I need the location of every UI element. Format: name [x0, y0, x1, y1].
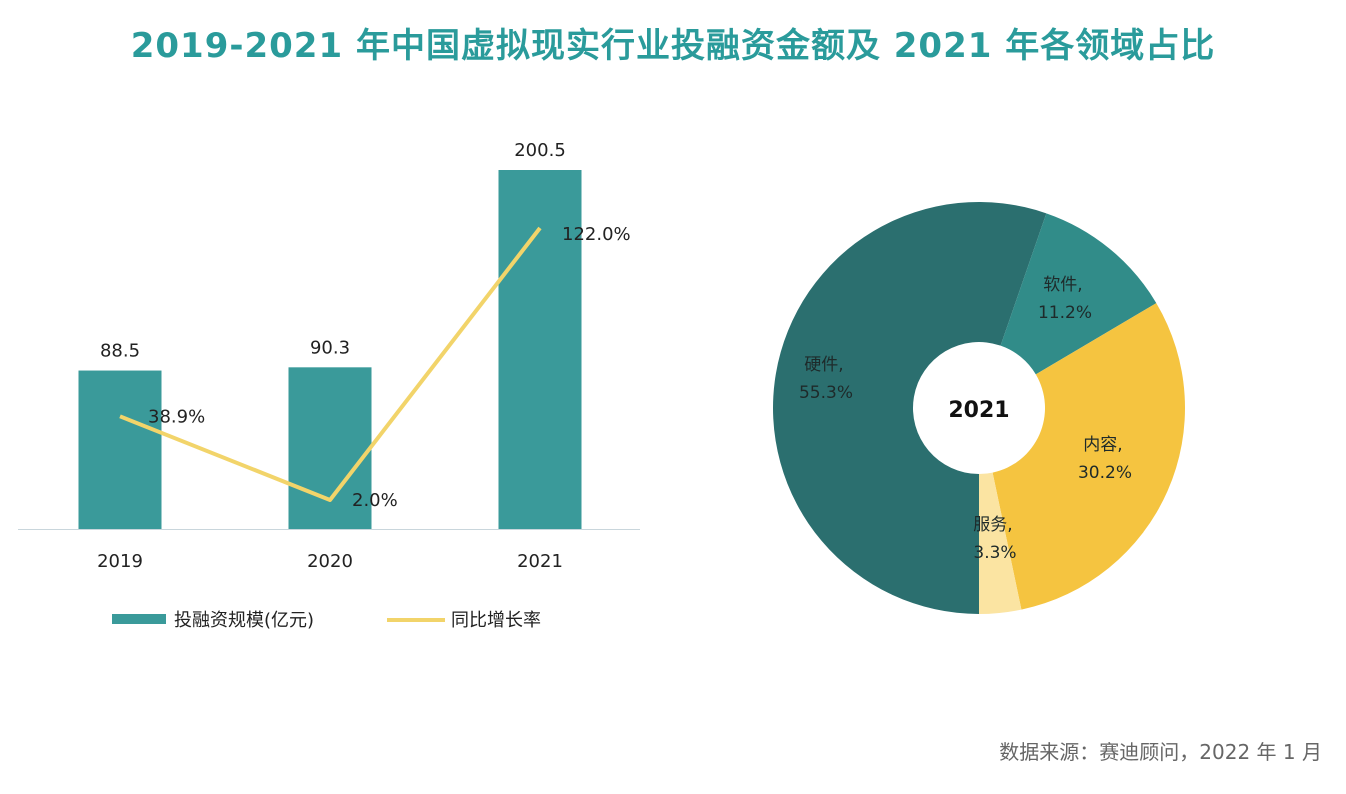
- chart-title: 2019-2021 年中国虚拟现实行业投融资金额及 2021 年各领域占比: [130, 26, 1216, 66]
- line-label-2020: 2.0%: [352, 490, 398, 511]
- slice-value-服务: 3.3%: [973, 543, 1016, 563]
- legend-bar-swatch: [112, 614, 166, 624]
- bar-2019: [78, 370, 162, 529]
- x-tick-2020: 2020: [307, 551, 353, 572]
- x-tick-2021: 2021: [517, 551, 563, 572]
- slice-硬件: [773, 201, 1047, 614]
- bar-label-2019: 88.5: [100, 341, 140, 362]
- line-label-2019: 38.9%: [148, 406, 205, 427]
- x-tick-2019: 2019: [97, 551, 143, 572]
- source-note: 数据来源：赛迪顾问，2022 年 1 月: [999, 740, 1322, 764]
- bar-label-2020: 90.3: [310, 337, 350, 358]
- line-label-2021: 122.0%: [562, 224, 631, 245]
- bar-label-2021: 200.5: [514, 140, 566, 161]
- slice-value-内容: 30.2%: [1078, 463, 1132, 483]
- slice-name-内容: 内容,: [1083, 435, 1122, 455]
- slice-name-服务: 服务,: [973, 515, 1012, 535]
- slice-服务: [979, 472, 1022, 614]
- growth-line: [119, 226, 542, 502]
- donut-center-label: 2021: [948, 398, 1009, 423]
- legend-line-label: 同比增长率: [451, 610, 541, 631]
- slice-name-硬件: 硬件,: [804, 355, 843, 375]
- slice-value-硬件: 55.3%: [799, 383, 853, 403]
- slice-内容: [992, 303, 1185, 610]
- slice-软件: [1000, 213, 1157, 375]
- legend-bar-label: 投融资规模(亿元): [174, 610, 314, 631]
- slice-value-软件: 11.2%: [1038, 303, 1092, 323]
- slice-name-软件: 软件,: [1043, 275, 1082, 295]
- bar-2020: [288, 367, 372, 529]
